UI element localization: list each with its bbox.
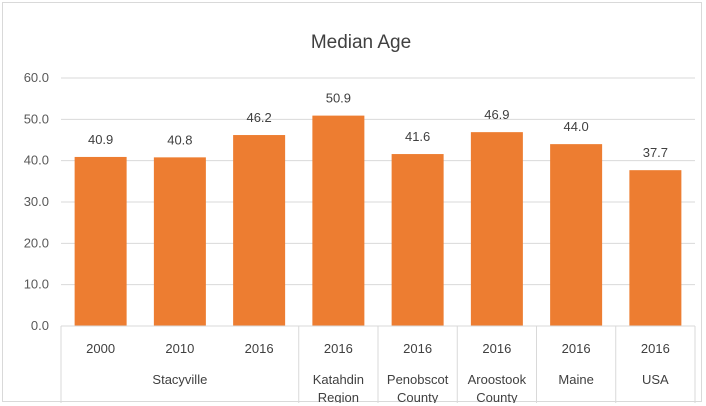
y-tick-label: 40.0 xyxy=(24,153,49,168)
group-label: County xyxy=(476,390,518,403)
x-tick-label: 2016 xyxy=(482,341,511,356)
y-tick-label: 20.0 xyxy=(24,235,49,250)
data-label: 41.6 xyxy=(405,129,430,144)
y-tick-label: 0.0 xyxy=(31,318,49,333)
group-label: County xyxy=(397,390,439,403)
group-label: USA xyxy=(642,372,669,387)
x-axis: 2000 2010 2016 2016 2016 2016 2016 2016 Stacyvil… xyxy=(61,326,695,403)
data-label: 40.8 xyxy=(167,132,192,147)
bar-chart: Median Age 0.0 10.0 20.0 30.0 40.0 50.0 60.0 4… xyxy=(3,3,703,403)
x-tick-label: 2016 xyxy=(245,341,274,356)
data-label: 40.9 xyxy=(88,132,113,147)
x-tick-label: 2016 xyxy=(641,341,670,356)
x-tick-label: 2016 xyxy=(324,341,353,356)
bar xyxy=(154,157,206,326)
chart-title: Median Age xyxy=(311,32,411,53)
bar xyxy=(233,135,285,326)
x-tick-label: 2010 xyxy=(165,341,194,356)
y-axis-tick-labels: 0.0 10.0 20.0 30.0 40.0 50.0 60.0 xyxy=(24,70,49,333)
x-tick-label: 2000 xyxy=(86,341,115,356)
bar xyxy=(312,116,364,326)
group-label: Region xyxy=(318,390,359,403)
data-label: 44.0 xyxy=(563,119,588,134)
y-tick-label: 50.0 xyxy=(24,111,49,126)
bar xyxy=(75,157,127,326)
group-label: Stacyville xyxy=(152,372,207,387)
group-label: Maine xyxy=(558,372,593,387)
bar xyxy=(550,144,602,326)
group-label: Katahdin xyxy=(313,372,364,387)
data-label: 46.9 xyxy=(484,107,509,122)
x-tick-label: 2016 xyxy=(562,341,591,356)
group-label: Penobscot xyxy=(387,372,449,387)
bar xyxy=(392,154,444,326)
bar xyxy=(471,132,523,326)
y-tick-label: 60.0 xyxy=(24,70,49,85)
group-label: Aroostook xyxy=(468,372,527,387)
x-tick-label: 2016 xyxy=(403,341,432,356)
data-label: 37.7 xyxy=(643,145,668,160)
bars xyxy=(75,116,682,326)
y-tick-label: 30.0 xyxy=(24,194,49,209)
data-label: 50.9 xyxy=(326,91,351,106)
bar xyxy=(629,170,681,326)
data-label: 46.2 xyxy=(246,110,271,125)
y-tick-label: 10.0 xyxy=(24,277,49,292)
chart-frame: Median Age 0.0 10.0 20.0 30.0 40.0 50.0 60.0 4… xyxy=(2,2,702,402)
